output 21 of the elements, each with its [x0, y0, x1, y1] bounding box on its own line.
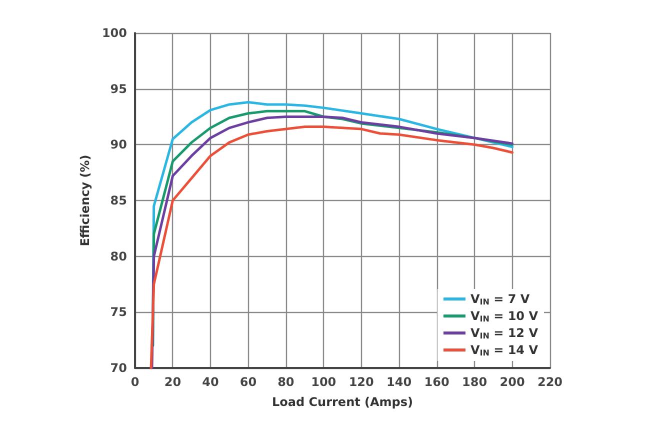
- y-tick-label: 95: [110, 82, 127, 96]
- x-tick-label: 140: [386, 375, 412, 389]
- y-tick-label: 85: [110, 194, 127, 208]
- x-tick-label: 180: [462, 375, 488, 389]
- x-tick-label: 40: [202, 375, 219, 389]
- x-tick-label: 80: [278, 375, 294, 389]
- y-tick-label: 100: [102, 26, 127, 40]
- x-tick-label: 160: [424, 375, 450, 389]
- y-tick-label: 75: [110, 305, 127, 320]
- x-axis-title: Load Current (Amps): [272, 395, 414, 409]
- y-tick-label: 70: [110, 361, 127, 375]
- x-tick-label: 20: [164, 375, 182, 389]
- x-tick-label: 60: [240, 375, 257, 389]
- x-tick-label: 200: [500, 375, 525, 389]
- y-axis-title: Efficiency (%): [78, 154, 92, 246]
- x-tick-label: 100: [311, 375, 336, 389]
- x-tick-label: 0: [130, 375, 140, 389]
- x-tick-label: 220: [537, 375, 563, 389]
- y-tick-label: 80: [110, 249, 127, 264]
- y-tick-label: 90: [110, 138, 127, 152]
- x-tick-label: 120: [348, 375, 374, 389]
